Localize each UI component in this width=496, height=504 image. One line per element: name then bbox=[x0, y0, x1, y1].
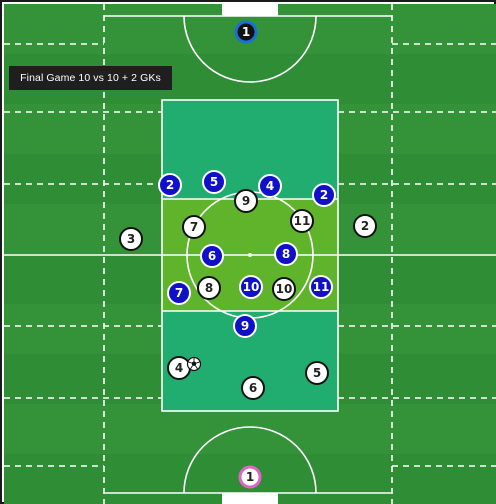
blue-player: 11 bbox=[309, 275, 333, 299]
svg-text:5: 5 bbox=[210, 175, 218, 189]
blue-player: 5 bbox=[202, 170, 226, 194]
soccer-ball-icon bbox=[186, 356, 202, 372]
goalkeeper-bottom: 1 bbox=[238, 465, 262, 489]
svg-text:3: 3 bbox=[127, 232, 135, 246]
white-player: 11 bbox=[290, 209, 314, 233]
blue-player: 8 bbox=[274, 242, 298, 266]
blue-player: 4 bbox=[258, 174, 282, 198]
svg-text:9: 9 bbox=[242, 194, 250, 208]
svg-text:4: 4 bbox=[266, 179, 274, 193]
blue-player: 6 bbox=[200, 244, 224, 268]
svg-text:9: 9 bbox=[241, 319, 249, 333]
svg-text:1: 1 bbox=[246, 470, 254, 484]
goalkeeper-top: 1 bbox=[234, 20, 258, 44]
blue-player: 9 bbox=[233, 314, 257, 338]
svg-text:6: 6 bbox=[249, 381, 257, 395]
white-player: 3 bbox=[119, 227, 143, 251]
svg-text:10: 10 bbox=[243, 280, 260, 294]
pitch-diagram: 1 1 2 5 4 2 6 8 7 10 11 9 3 9 7 11 2 8 1… bbox=[4, 4, 496, 504]
blue-player: 7 bbox=[167, 281, 191, 305]
white-player: 2 bbox=[353, 214, 377, 238]
goal-bottom bbox=[222, 493, 278, 504]
svg-text:1: 1 bbox=[242, 25, 250, 39]
svg-text:10: 10 bbox=[276, 282, 293, 296]
svg-text:6: 6 bbox=[208, 249, 216, 263]
blue-team: 2 5 4 2 6 8 7 10 11 9 bbox=[158, 170, 336, 338]
svg-text:2: 2 bbox=[361, 219, 369, 233]
white-player: 7 bbox=[182, 215, 206, 239]
svg-text:11: 11 bbox=[294, 214, 311, 228]
white-player: 9 bbox=[234, 189, 258, 213]
grid-lines bbox=[4, 4, 496, 504]
white-team: 3 9 7 11 2 8 10 4 6 5 bbox=[119, 189, 377, 400]
goal-top bbox=[222, 4, 278, 16]
diagram-title: Final Game 10 vs 10 + 2 GKs bbox=[9, 66, 172, 90]
blue-player: 2 bbox=[312, 183, 336, 207]
white-player: 8 bbox=[197, 276, 221, 300]
svg-text:7: 7 bbox=[175, 286, 183, 300]
svg-text:4: 4 bbox=[175, 361, 183, 375]
white-player: 4 bbox=[167, 356, 191, 380]
svg-text:5: 5 bbox=[313, 366, 321, 380]
blue-player: 2 bbox=[158, 173, 182, 197]
center-spot bbox=[248, 253, 252, 257]
svg-text:8: 8 bbox=[205, 281, 213, 295]
svg-text:11: 11 bbox=[313, 280, 330, 294]
svg-text:2: 2 bbox=[320, 188, 328, 202]
white-player: 5 bbox=[305, 361, 329, 385]
svg-text:8: 8 bbox=[282, 247, 290, 261]
white-player: 10 bbox=[272, 277, 296, 301]
blue-player: 10 bbox=[239, 275, 263, 299]
white-player: 6 bbox=[241, 376, 265, 400]
svg-text:7: 7 bbox=[190, 220, 198, 234]
svg-text:2: 2 bbox=[166, 178, 174, 192]
